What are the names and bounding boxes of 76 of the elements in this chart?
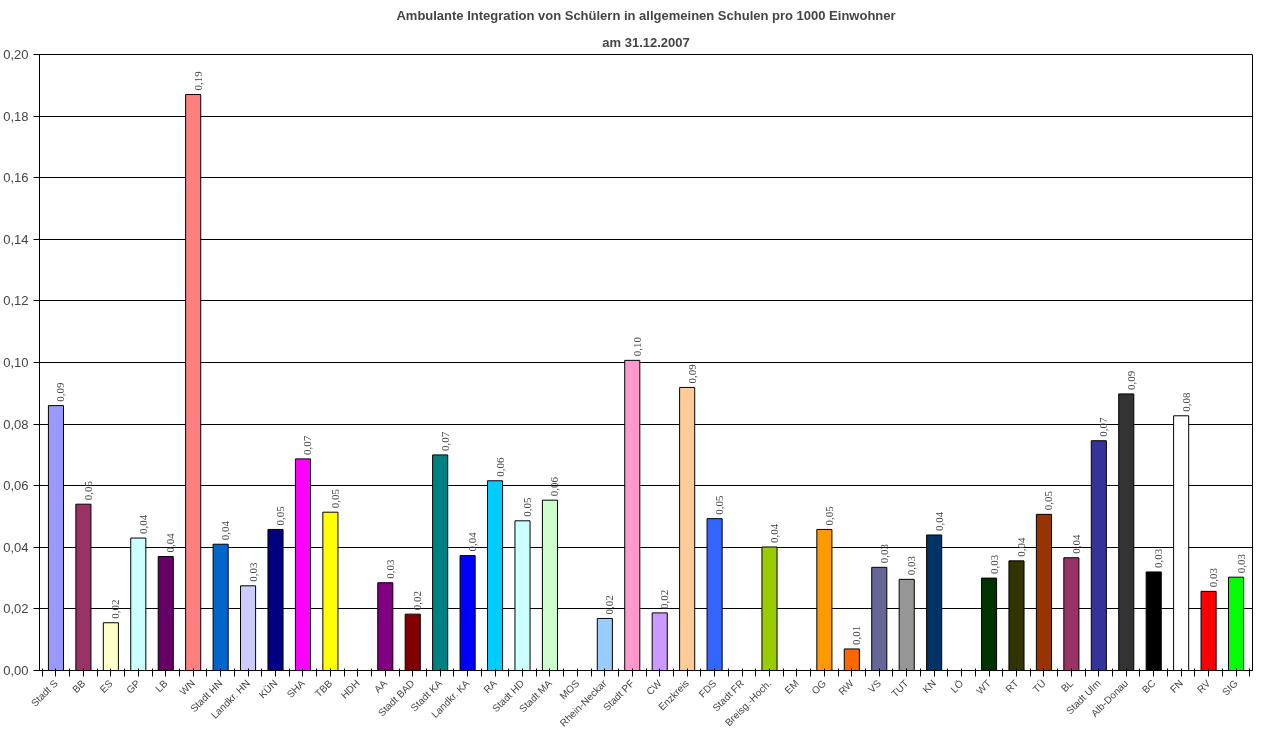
x-tick-label: BL: [1058, 677, 1076, 695]
y-tick-label: 0,20: [3, 47, 29, 62]
y-tick-label: 0,06: [3, 478, 29, 494]
data-label: 0,02: [603, 595, 616, 615]
data-label: 0,04: [136, 514, 149, 535]
y-tick-label: 0,04: [3, 539, 29, 555]
data-label: 0,03: [987, 554, 1000, 575]
x-tick-label: AA: [371, 677, 390, 695]
data-label: 0,19: [191, 70, 204, 91]
x-tick-label: SIG: [1219, 677, 1241, 698]
data-label: 0,03: [246, 562, 259, 582]
x-tick-label: TÜ: [1030, 677, 1048, 695]
x-tick-label: RV: [1195, 677, 1213, 696]
data-label: 0,04: [768, 523, 780, 543]
data-label: 0,01: [850, 625, 863, 645]
data-label: 0,03: [1234, 553, 1247, 574]
x-tick-label: SHA: [284, 677, 308, 700]
data-label: 0,04: [466, 531, 479, 552]
data-label: 0,09: [1124, 370, 1137, 390]
data-label: 0,08: [1179, 392, 1192, 412]
data-label: 0,05: [713, 494, 726, 515]
y-tick-label: 0,10: [3, 355, 29, 370]
y-tick-label: 0,14: [3, 231, 29, 247]
x-tick-label: RT: [1003, 677, 1021, 695]
data-label: 0,07: [1097, 416, 1110, 437]
data-label: 0,09: [685, 363, 698, 384]
data-label: 0,05: [1042, 490, 1055, 511]
data-label: 0,04: [932, 511, 945, 531]
x-tick-label: RA: [481, 677, 500, 696]
y-tick-label: 0,18: [3, 108, 29, 124]
x-tick-label: BB: [70, 677, 88, 695]
data-label: 0,04: [1014, 537, 1027, 557]
data-label: 0,03: [383, 558, 396, 579]
data-label: 0,05: [822, 505, 835, 526]
chart-title: Ambulante Integration von Schülern in allgemeinen Schulen pro 1000 Einwohner: [396, 7, 896, 23]
data-label: 0,07: [301, 435, 314, 455]
x-tick-label: EM: [782, 677, 801, 696]
x-tick-label: WT: [974, 677, 993, 697]
data-label: 0,03: [877, 543, 890, 564]
y-tick-label: 0,02: [3, 601, 29, 617]
data-label: 0,05: [274, 505, 287, 526]
x-tick-label: RW: [836, 677, 857, 698]
data-label: 0,03: [1152, 548, 1165, 568]
chart-subtitle: am 31.12.2007: [602, 34, 690, 50]
data-label: 0,05: [328, 488, 341, 509]
x-tick-label: LÖ: [948, 677, 966, 695]
y-tick-label: 0,12: [3, 293, 29, 309]
data-label: 0,07: [438, 431, 451, 451]
data-label: 0,09: [54, 381, 67, 402]
x-tick-label: LB: [153, 677, 170, 695]
data-label: 0,05: [81, 480, 94, 501]
x-tick-label: TUT: [889, 677, 911, 700]
data-label: 0,05: [521, 497, 533, 517]
data-label: 0,02: [109, 599, 122, 619]
x-tick-label: OG: [809, 677, 829, 697]
data-label: 0,04: [164, 532, 177, 553]
data-label: 0,03: [1207, 567, 1220, 588]
data-label: 0,06: [548, 476, 561, 497]
y-tick-label: 0,08: [3, 416, 29, 432]
x-tick-label: TBB: [312, 677, 335, 700]
data-label: 0,04: [219, 520, 232, 541]
x-tick-label: BC: [1139, 677, 1158, 696]
data-label: 0,06: [493, 457, 506, 477]
data-label: 0,04: [1069, 534, 1082, 554]
y-tick-label: 0,16: [3, 170, 29, 186]
x-tick-label: KN: [920, 677, 939, 696]
x-tick-label: ES: [97, 677, 115, 695]
data-label: 0,02: [411, 590, 424, 611]
data-label: 0,10: [630, 336, 643, 357]
x-tick-label: GP: [124, 677, 143, 696]
x-tick-label: FN: [1167, 677, 1186, 695]
x-tick-label: WN: [177, 677, 198, 698]
y-tick-label: 0,00: [3, 663, 29, 678]
data-label: 0,03: [905, 555, 918, 576]
x-tick-label: VS: [865, 677, 884, 695]
data-label: 0,02: [658, 589, 671, 609]
